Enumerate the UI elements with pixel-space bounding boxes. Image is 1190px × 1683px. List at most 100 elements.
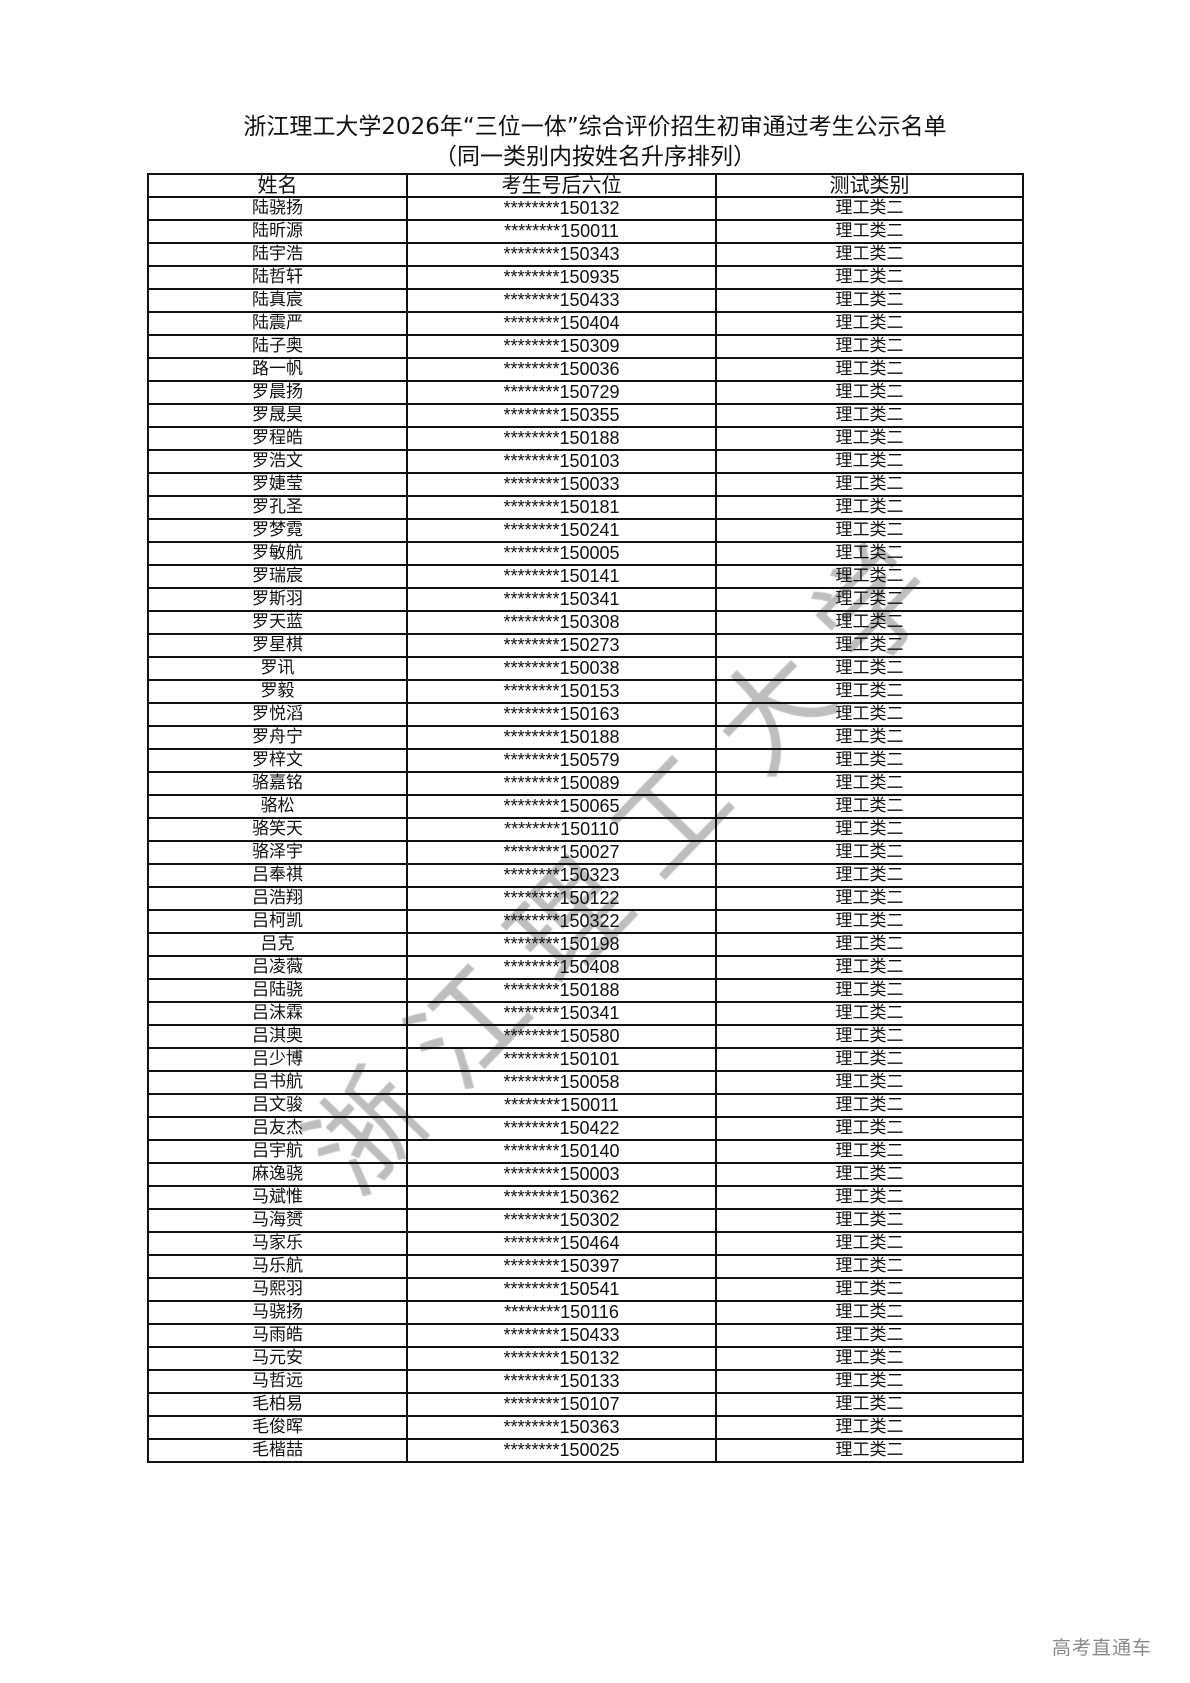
test-category-cell: 理工类二 <box>715 219 1024 244</box>
test-category-cell: 理工类二 <box>715 242 1024 267</box>
exam-id-cell: ********150058 <box>406 1070 717 1095</box>
student-name-cell: 吕浩翔 <box>147 886 408 911</box>
table-row: 骆松 ********150065 理工类二 <box>147 794 1024 819</box>
exam-id-cell: ********150116 <box>406 1300 717 1325</box>
exam-id-cell: ********150464 <box>406 1231 717 1256</box>
table-row: 罗婕莹 ********150033 理工类二 <box>147 472 1024 497</box>
student-name-cell: 罗讯 <box>147 656 408 681</box>
student-name-cell: 骆松 <box>147 794 408 819</box>
student-name-cell: 吕书航 <box>147 1070 408 1095</box>
exam-id-cell: ********150089 <box>406 771 717 796</box>
exam-id-cell: ********150003 <box>406 1162 717 1187</box>
student-name-cell: 骆嘉铭 <box>147 771 408 796</box>
test-category-cell: 理工类二 <box>715 380 1024 405</box>
table-row: 马海赟 ********150302 理工类二 <box>147 1208 1024 1233</box>
exam-id-cell: ********150141 <box>406 564 717 589</box>
student-name-cell: 罗梓文 <box>147 748 408 773</box>
exam-id-cell: ********150341 <box>406 587 717 612</box>
exam-id-cell: ********150433 <box>406 288 717 313</box>
test-category-cell: 理工类二 <box>715 1024 1024 1049</box>
student-name-cell: 毛俊晖 <box>147 1415 408 1440</box>
student-name-cell: 马骁扬 <box>147 1300 408 1325</box>
test-category-cell: 理工类二 <box>715 1346 1024 1371</box>
test-category-cell: 理工类二 <box>715 1369 1024 1394</box>
exam-id-cell: ********150343 <box>406 242 717 267</box>
student-name-cell: 罗晟昊 <box>147 403 408 428</box>
exam-id-cell: ********150188 <box>406 978 717 1003</box>
exam-id-cell: ********150110 <box>406 817 717 842</box>
table-row: 罗浩文 ********150103 理工类二 <box>147 449 1024 474</box>
exam-id-cell: ********150308 <box>406 610 717 635</box>
student-name-cell: 罗悦滔 <box>147 702 408 727</box>
test-category-cell: 理工类二 <box>715 1231 1024 1256</box>
table-row: 陆震严 ********150404 理工类二 <box>147 311 1024 336</box>
exam-id-cell: ********150065 <box>406 794 717 819</box>
table-row: 罗梓文 ********150579 理工类二 <box>147 748 1024 773</box>
test-category-cell: 理工类二 <box>715 725 1024 750</box>
student-name-cell: 陆昕源 <box>147 219 408 244</box>
student-name-cell: 吕陆骁 <box>147 978 408 1003</box>
table-row: 马斌惟 ********150362 理工类二 <box>147 1185 1024 1210</box>
table-row: 吕克 ********150198 理工类二 <box>147 932 1024 957</box>
table-row: 陆骁扬 ********150132 理工类二 <box>147 196 1024 221</box>
table-row: 吕奉祺 ********150323 理工类二 <box>147 863 1024 888</box>
header-name: 姓名 <box>147 173 408 198</box>
test-category-cell: 理工类二 <box>715 1116 1024 1141</box>
student-name-cell: 罗星棋 <box>147 633 408 658</box>
student-name-cell: 陆子奥 <box>147 334 408 359</box>
test-category-cell: 理工类二 <box>715 1300 1024 1325</box>
student-name-cell: 陆真宸 <box>147 288 408 313</box>
table-row: 陆宇浩 ********150343 理工类二 <box>147 242 1024 267</box>
student-name-cell: 毛柏易 <box>147 1392 408 1417</box>
student-name-cell: 罗孔圣 <box>147 495 408 520</box>
test-category-cell: 理工类二 <box>715 1162 1024 1187</box>
table-row: 吕宇航 ********150140 理工类二 <box>147 1139 1024 1164</box>
exam-id-cell: ********150103 <box>406 449 717 474</box>
student-name-cell: 吕克 <box>147 932 408 957</box>
test-category-cell: 理工类二 <box>715 403 1024 428</box>
table-row: 马雨皓 ********150433 理工类二 <box>147 1323 1024 1348</box>
test-category-cell: 理工类二 <box>715 1254 1024 1279</box>
student-name-cell: 罗婕莹 <box>147 472 408 497</box>
exam-id-cell: ********150729 <box>406 380 717 405</box>
exam-id-cell: ********150580 <box>406 1024 717 1049</box>
test-category-cell: 理工类二 <box>715 978 1024 1003</box>
table-row: 马乐航 ********150397 理工类二 <box>147 1254 1024 1279</box>
exam-id-cell: ********150188 <box>406 426 717 451</box>
student-name-cell: 罗舟宁 <box>147 725 408 750</box>
test-category-cell: 理工类二 <box>715 656 1024 681</box>
exam-id-cell: ********150027 <box>406 840 717 865</box>
exam-id-cell: ********150404 <box>406 311 717 336</box>
exam-id-cell: ********150038 <box>406 656 717 681</box>
test-category-cell: 理工类二 <box>715 633 1024 658</box>
exam-id-cell: ********150153 <box>406 679 717 704</box>
exam-id-cell: ********150408 <box>406 955 717 980</box>
test-category-cell: 理工类二 <box>715 1392 1024 1417</box>
test-category-cell: 理工类二 <box>715 1208 1024 1233</box>
exam-id-cell: ********150101 <box>406 1047 717 1072</box>
exam-id-cell: ********150132 <box>406 1346 717 1371</box>
test-category-cell: 理工类二 <box>715 955 1024 980</box>
student-name-cell: 罗程皓 <box>147 426 408 451</box>
header-exam-id: 考生号后六位 <box>406 173 717 198</box>
table-row: 陆真宸 ********150433 理工类二 <box>147 288 1024 313</box>
student-name-cell: 路一帆 <box>147 357 408 382</box>
student-name-cell: 罗晨扬 <box>147 380 408 405</box>
table-row: 罗斯羽 ********150341 理工类二 <box>147 587 1024 612</box>
test-category-cell: 理工类二 <box>715 472 1024 497</box>
test-category-cell: 理工类二 <box>715 909 1024 934</box>
test-category-cell: 理工类二 <box>715 564 1024 589</box>
exam-id-cell: ********150322 <box>406 909 717 934</box>
student-name-cell: 马乐航 <box>147 1254 408 1279</box>
test-category-cell: 理工类二 <box>715 1438 1024 1463</box>
exam-id-cell: ********150273 <box>406 633 717 658</box>
table-row: 吕少博 ********150101 理工类二 <box>147 1047 1024 1072</box>
table-row: 吕凌薇 ********150408 理工类二 <box>147 955 1024 980</box>
table-row: 罗晨扬 ********150729 理工类二 <box>147 380 1024 405</box>
student-name-cell: 罗斯羽 <box>147 587 408 612</box>
exam-id-cell: ********150241 <box>406 518 717 543</box>
table-row: 马骁扬 ********150116 理工类二 <box>147 1300 1024 1325</box>
exam-id-cell: ********150122 <box>406 886 717 911</box>
test-category-cell: 理工类二 <box>715 1185 1024 1210</box>
test-category-cell: 理工类二 <box>715 610 1024 635</box>
